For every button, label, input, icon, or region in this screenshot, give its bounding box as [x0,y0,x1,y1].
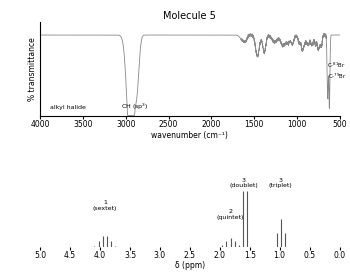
Text: C-$^{79}$Br: C-$^{79}$Br [328,72,347,81]
Text: 3
(doublet): 3 (doublet) [229,178,258,189]
X-axis label: δ (ppm): δ (ppm) [175,261,205,270]
Title: Molecule 5: Molecule 5 [163,11,216,21]
Text: CH (sp$^3$): CH (sp$^3$) [120,102,148,112]
Text: 3
(triplet): 3 (triplet) [269,178,293,189]
Text: 1
(sextet): 1 (sextet) [93,200,117,211]
Y-axis label: % transmittance: % transmittance [28,37,37,101]
Text: C-$^{81}$Br: C-$^{81}$Br [327,61,346,70]
Text: alkyl halide: alkyl halide [50,105,85,110]
X-axis label: wavenumber (cm⁻¹): wavenumber (cm⁻¹) [152,131,228,140]
Text: 2
(quintet): 2 (quintet) [217,209,244,220]
